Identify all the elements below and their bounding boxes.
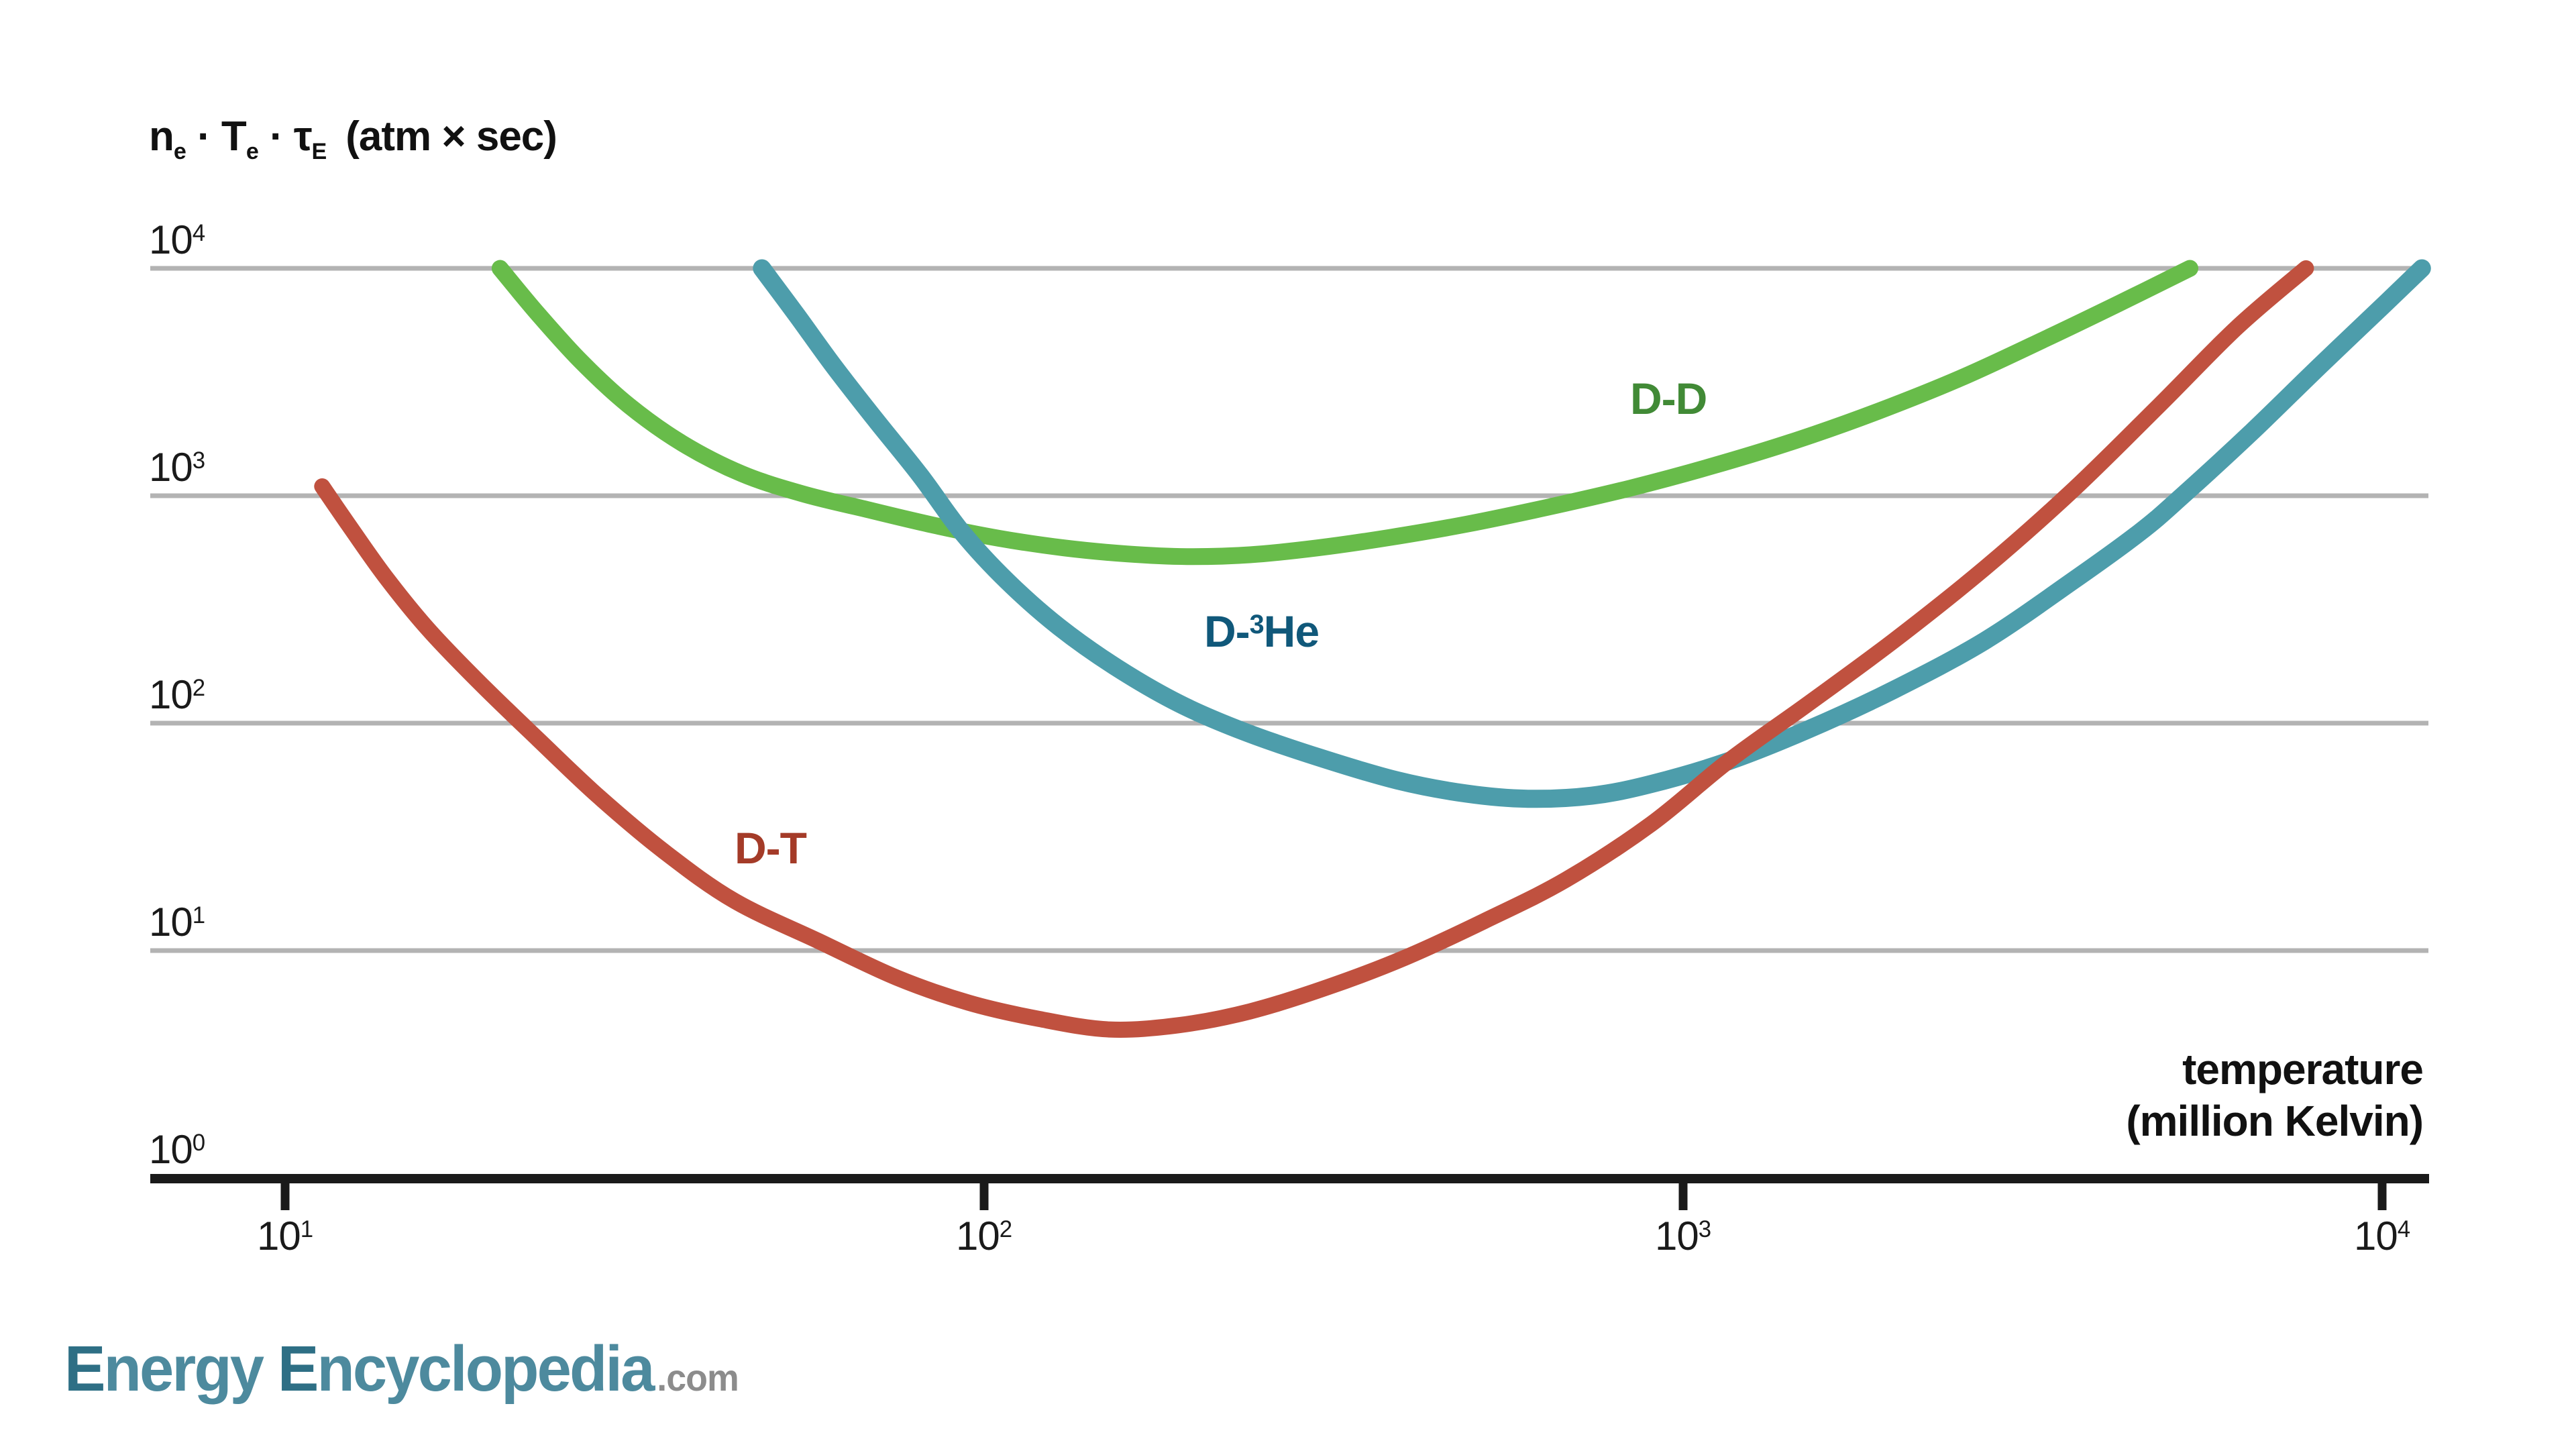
y-tick-base: 10 bbox=[149, 445, 193, 490]
y-tick-exp: 2 bbox=[192, 674, 206, 701]
y-tick-1e0: 100 bbox=[149, 1126, 205, 1173]
x-tick-1e4: 104 bbox=[2354, 1213, 2410, 1259]
y-tick-1e4: 104 bbox=[149, 217, 205, 263]
curve-label-dhe3: D-3He bbox=[1204, 606, 1320, 657]
y-tick-base: 10 bbox=[149, 1127, 193, 1172]
x-tick-base: 10 bbox=[2353, 1214, 2398, 1258]
x-axis-title-line1: temperature bbox=[2182, 1045, 2424, 1093]
y-tick-1e2: 102 bbox=[149, 672, 205, 718]
x-axis bbox=[150, 1174, 2429, 1210]
y-tick-exp: 3 bbox=[192, 447, 206, 474]
energy-encyclopedia-logo: Energy Encyclopedia .com bbox=[64, 1332, 739, 1406]
x-axis-title-line2: (million Kelvin) bbox=[2126, 1097, 2424, 1145]
curve-label-dhe3-post: He bbox=[1263, 606, 1320, 656]
logo-word-ncyclopedia: ncyclopedia bbox=[317, 1333, 655, 1405]
y-tick-exp: 1 bbox=[192, 902, 206, 928]
y-tick-exp: 4 bbox=[192, 219, 206, 246]
curve-label-dhe3-sup: 3 bbox=[1249, 610, 1265, 640]
curve-D-T bbox=[314, 260, 2314, 1038]
x-tick-1e3: 103 bbox=[1655, 1213, 1711, 1259]
logo-space bbox=[262, 1333, 278, 1405]
curve-D-D bbox=[491, 260, 2198, 566]
x-tick-1e2: 102 bbox=[956, 1213, 1012, 1259]
y-tick-base: 10 bbox=[149, 900, 193, 945]
x-tick-1e1: 101 bbox=[257, 1213, 313, 1259]
x-tick-base: 10 bbox=[955, 1214, 1000, 1258]
curve-label-dhe3-pre: D- bbox=[1204, 606, 1250, 656]
logo-cap-e2: E bbox=[277, 1333, 319, 1405]
y-axis-title-n1: n bbox=[149, 113, 174, 160]
x-axis-title: temperature (million Kelvin) bbox=[2126, 1044, 2424, 1147]
y-tick-base: 10 bbox=[149, 672, 193, 717]
y-tick-exp: 0 bbox=[192, 1129, 206, 1156]
curve-D-3He bbox=[753, 259, 2431, 808]
x-tick-exp: 2 bbox=[999, 1216, 1013, 1242]
curve-label-dt: D-T bbox=[735, 823, 807, 873]
y-axis-title-sub2: e bbox=[246, 138, 259, 164]
data-curves bbox=[314, 259, 2431, 1038]
y-tick-base: 10 bbox=[149, 217, 193, 262]
x-tick-exp: 1 bbox=[300, 1216, 314, 1242]
y-axis-title-sub1: e bbox=[173, 138, 186, 164]
logo-word-nergy: nergy bbox=[103, 1333, 264, 1405]
y-tick-1e1: 101 bbox=[149, 899, 205, 945]
x-tick-base: 10 bbox=[256, 1214, 301, 1258]
logo-tld: .com bbox=[657, 1356, 739, 1399]
y-axis-title-n2: · T bbox=[186, 113, 247, 160]
logo-cap-e1: E bbox=[64, 1333, 105, 1405]
y-tick-1e3: 103 bbox=[149, 444, 205, 490]
x-tick-base: 10 bbox=[1654, 1214, 1699, 1258]
x-tick-exp: 3 bbox=[1698, 1216, 1712, 1242]
x-tick-exp: 4 bbox=[2397, 1216, 2411, 1242]
y-axis-title-n3: · τ bbox=[258, 113, 313, 160]
y-axis-title-sub3: E bbox=[311, 138, 327, 164]
y-axis-unit: (atm × sec) bbox=[345, 113, 557, 160]
y-axis-title: ne · Te · τE (atm × sec) bbox=[149, 113, 557, 165]
curve-label-dd: D-D bbox=[1630, 374, 1707, 423]
